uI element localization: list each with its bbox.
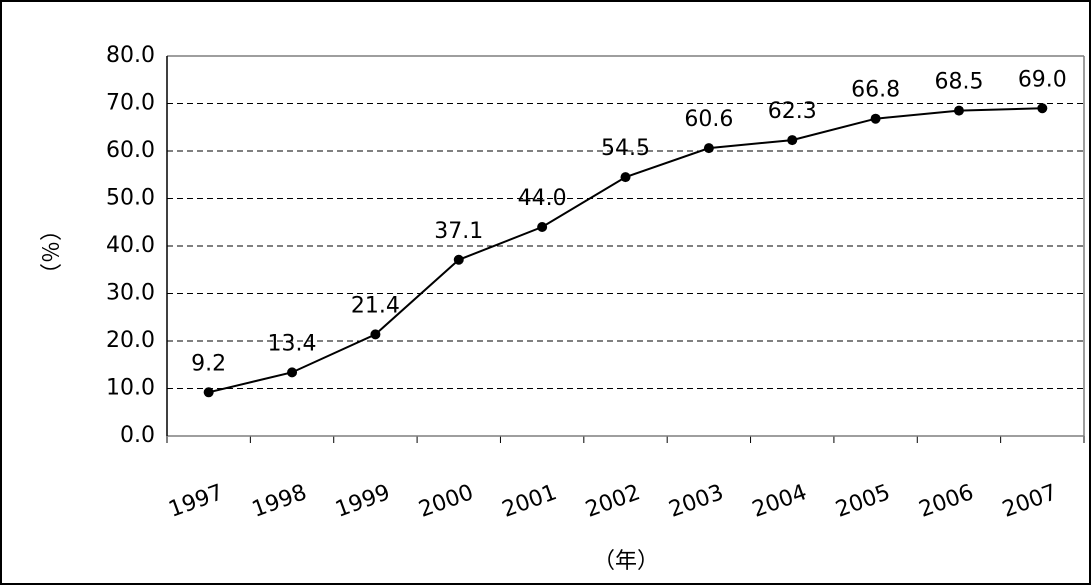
y-tick-label: 80.0	[106, 43, 155, 68]
data-point	[787, 135, 798, 146]
data-point	[287, 367, 298, 378]
data-point	[620, 172, 631, 183]
axes	[166, 55, 1085, 437]
data-point	[870, 113, 881, 124]
x-tick-label: 2006	[916, 480, 977, 523]
x-tick-label: 2004	[749, 480, 810, 523]
x-tick-label: 2005	[832, 480, 893, 523]
data-point	[953, 105, 964, 116]
y-axis-title: （％）	[36, 219, 61, 285]
data-label: 37.1	[434, 219, 483, 244]
x-tick-label: 1998	[249, 480, 310, 523]
x-tick-label: 2003	[666, 480, 727, 523]
y-tick-label: 10.0	[106, 376, 155, 401]
data-label: 9.2	[191, 351, 226, 376]
y-tick-label: 30.0	[106, 281, 155, 306]
data-point	[1037, 103, 1048, 114]
y-tick-label: 40.0	[106, 233, 155, 258]
x-tick-label: 2002	[582, 480, 643, 523]
data-label: 69.0	[1018, 67, 1067, 92]
data-label: 68.5	[934, 70, 983, 95]
data-label: 21.4	[351, 293, 400, 318]
gridlines	[166, 103, 1085, 443]
x-tick-label: 1997	[166, 480, 227, 523]
data-label: 44.0	[518, 186, 567, 211]
x-tick-labels: 1997 1998 1999 2000 2001 2002 2003 2004 2005 2006…	[166, 480, 1061, 523]
data-label: 66.8	[851, 78, 900, 103]
x-tick-label: 2001	[499, 480, 560, 523]
data-point	[370, 329, 381, 340]
y-tick-labels: 0.0 10.0 20.0 30.0 40.0 50.0 60.0 70.0 80.0	[106, 43, 155, 448]
y-tick-label: 50.0	[106, 186, 155, 211]
data-point	[703, 143, 714, 154]
x-axis-title: （年）	[593, 549, 659, 574]
data-points	[203, 103, 1048, 398]
x-tick-label: 2000	[416, 480, 477, 523]
y-tick-label: 0.0	[120, 423, 155, 448]
y-tick-label: 60.0	[106, 138, 155, 163]
x-tick-label: 2007	[999, 480, 1060, 523]
data-point	[203, 387, 214, 398]
data-labels: 9.2 13.4 21.4 37.1 44.0 54.5 60.6 62.3 66.8 68.5 6…	[191, 67, 1067, 376]
data-label: 13.4	[268, 331, 317, 356]
x-tick-label: 1999	[332, 480, 393, 523]
y-tick-label: 20.0	[106, 328, 155, 353]
data-label: 54.5	[601, 136, 650, 161]
data-point	[537, 222, 548, 232]
data-label: 62.3	[768, 99, 817, 124]
data-label: 60.6	[684, 107, 733, 132]
data-point	[453, 254, 464, 265]
y-tick-label: 70.0	[106, 91, 155, 116]
